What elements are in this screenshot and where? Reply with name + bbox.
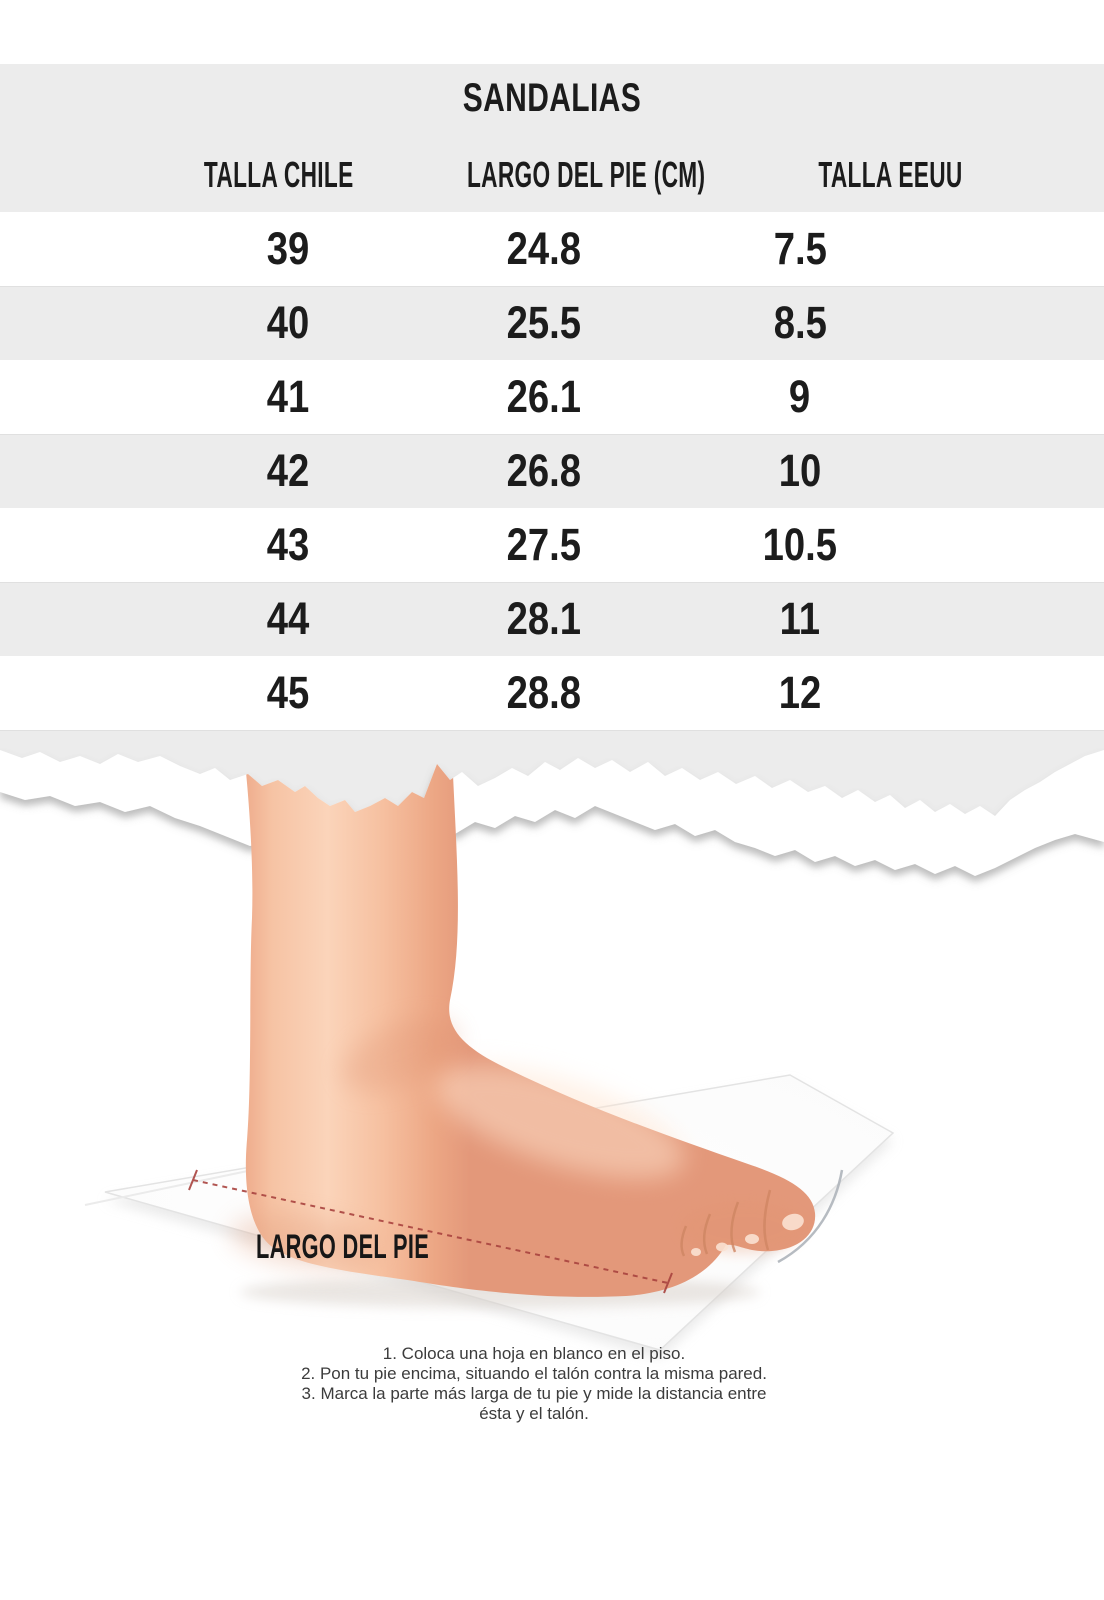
- cell-talla-eeuu: 12: [778, 667, 822, 718]
- cell-talla-chile: 39: [266, 223, 310, 274]
- cell-talla-chile: 41: [266, 371, 310, 422]
- cell-talla-eeuu: 9: [789, 371, 811, 422]
- cell-talla-chile: 40: [266, 297, 310, 348]
- measure-start-tick: [188, 1169, 198, 1191]
- measurement-dashed-line: [188, 1169, 673, 1294]
- cell-talla-eeuu: 11: [779, 593, 821, 644]
- cell-largo-pie: 26.8: [506, 445, 582, 496]
- instruction-line: 1. Coloca una hoja en blanco en el piso.: [382, 1344, 686, 1363]
- toe-lines: [680, 1189, 772, 1257]
- cell-talla-chile: 44: [266, 593, 310, 644]
- cell-largo-pie: 26.1: [506, 371, 582, 422]
- header-talla-chile: TALLA CHILE: [203, 154, 354, 195]
- table-row: 43 27.5 10.5: [0, 508, 1104, 582]
- cell-largo-pie: 28.1: [506, 593, 582, 644]
- cell-largo-pie: 25.5: [506, 297, 582, 348]
- cell-talla-chile: 43: [266, 519, 310, 570]
- page-title: SANDALIAS: [0, 76, 1104, 120]
- instruction-line: ésta y el talón.: [479, 1404, 589, 1423]
- table-row: 41 26.1 9: [0, 360, 1104, 434]
- cell-talla-chile: 45: [266, 667, 310, 718]
- table-row: 39 24.8 7.5: [0, 212, 1104, 286]
- table-row: 40 25.5 8.5: [0, 286, 1104, 360]
- instep-highlight: [435, 1065, 685, 1179]
- table-header-row: TALLA CHILE LARGO DEL PIE (CM) TALLA EEU…: [0, 150, 1104, 200]
- cell-largo-pie: 24.8: [506, 223, 582, 274]
- cell-talla-eeuu: 10: [778, 445, 822, 496]
- measure-label: LARGO DEL PIE: [256, 1227, 430, 1266]
- cell-talla-eeuu: 10.5: [762, 519, 838, 570]
- cell-talla-chile: 42: [266, 445, 310, 496]
- ankle-shading: [341, 1018, 459, 1092]
- leg-and-foot: [230, 752, 816, 1297]
- instruction-line: 2. Pon tu pie encima, situando el talón …: [301, 1364, 767, 1383]
- page-title-text: SANDALIAS: [462, 75, 642, 120]
- table-row: 44 28.1 11: [0, 582, 1104, 656]
- cell-largo-pie: 27.5: [506, 519, 582, 570]
- cell-talla-eeuu: 7.5: [773, 223, 827, 274]
- header-largo-del-pie: LARGO DEL PIE (CM): [467, 154, 706, 195]
- cell-largo-pie: 28.8: [506, 667, 582, 718]
- instructions: 1. Coloca una hoja en blanco en el piso.…: [18, 1344, 1050, 1424]
- table-row: 45 28.8 12: [0, 656, 1104, 730]
- pencil-mark: [777, 1169, 844, 1264]
- heel-shading: [230, 1214, 380, 1270]
- cell-talla-eeuu: 8.5: [773, 297, 827, 348]
- instruction-line: 3. Marca la parte más larga de tu pie y …: [301, 1384, 767, 1403]
- foot-measurement-illustration: [0, 740, 1104, 1460]
- header-talla-eeuu: TALLA EEUU: [818, 154, 963, 195]
- toenails: [691, 1213, 804, 1256]
- table-row: 42 26.8 10: [0, 434, 1104, 508]
- toe-shading: [680, 1202, 804, 1254]
- measure-end-tick: [663, 1272, 673, 1294]
